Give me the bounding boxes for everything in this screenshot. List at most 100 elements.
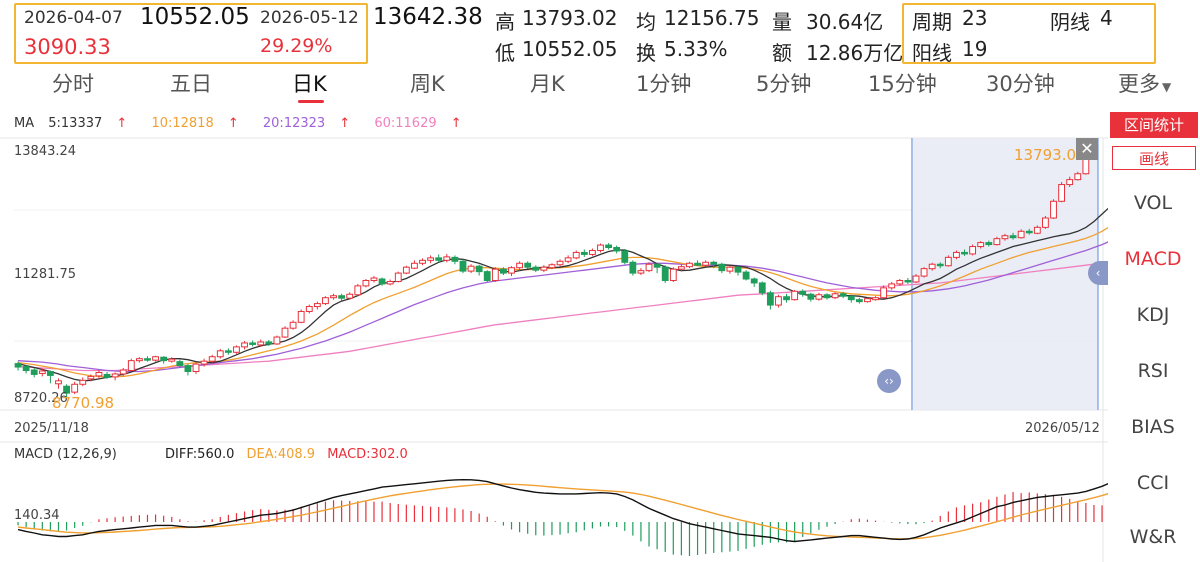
candle-body: [119, 369, 127, 375]
candle-body: [216, 350, 224, 358]
candle-body: [831, 293, 839, 299]
tab-30min[interactable]: 30分钟: [986, 72, 1055, 96]
candle-body: [775, 296, 782, 306]
macd-diff: DIFF:560.0: [165, 447, 235, 462]
candle-body: [1042, 217, 1049, 228]
candle-body: [742, 271, 750, 280]
range-stats-button[interactable]: 区间统计: [1110, 112, 1198, 138]
candle-body: [613, 247, 621, 252]
tab-monthly-k[interactable]: 月K: [530, 72, 565, 96]
tab-more[interactable]: 更多 ▼: [1118, 68, 1171, 98]
candle-body: [847, 295, 855, 301]
range-close-button[interactable]: ✕: [1076, 138, 1098, 160]
candle-body: [30, 369, 38, 375]
candle-body: [710, 261, 718, 265]
up-arrow-icon: ↑: [335, 116, 351, 131]
start-date: 2026-04-07: [24, 8, 123, 28]
candle-body: [1001, 235, 1009, 240]
up-count-value: 19: [962, 37, 988, 61]
chevron-down-icon: ▼: [1162, 80, 1172, 94]
ma10-text: 10:12818: [151, 116, 214, 131]
candle-body: [1017, 230, 1025, 239]
candle-body: [702, 261, 710, 266]
macd-dea: DEA:408.9: [246, 447, 316, 462]
high-value: 13793.02: [522, 6, 618, 30]
candle-body: [564, 257, 572, 262]
candle-body: [912, 275, 920, 283]
candle-body: [637, 270, 645, 274]
candle-body: [734, 266, 742, 273]
candle-body: [127, 360, 135, 371]
period-info-box: [902, 3, 1156, 64]
indicator-cci[interactable]: CCI: [1136, 472, 1170, 494]
kline-chart[interactable]: [0, 0, 1108, 562]
indicator-bias[interactable]: BIAS: [1131, 416, 1175, 438]
candle-body: [313, 303, 321, 308]
max-price-marker: 13793.02: [1014, 146, 1086, 164]
candle-body: [961, 251, 968, 255]
candle-body: [459, 260, 467, 272]
candle-body: [985, 242, 993, 246]
down-count-value: 4: [1100, 6, 1113, 30]
draw-line-button[interactable]: 画线: [1112, 146, 1196, 170]
candle-body: [297, 310, 305, 323]
tab-more-label: 更多: [1118, 72, 1160, 96]
ma5-value: 5:13337 ↑: [48, 116, 137, 131]
candle-body: [807, 293, 815, 300]
candle-body: [208, 356, 216, 362]
candle-body: [750, 278, 758, 284]
candle-body: [969, 246, 977, 255]
candle-body: [419, 259, 426, 264]
candle-body: [953, 251, 960, 258]
x-label-start: 2025/11/18: [14, 421, 89, 436]
tab-daily-k[interactable]: 日K: [292, 72, 327, 96]
candle-body: [839, 293, 847, 297]
ma10-value: 10:12818 ↑: [151, 116, 248, 131]
range-handle-left[interactable]: ‹›: [877, 369, 901, 393]
indicator-macd[interactable]: MACD: [1124, 248, 1182, 270]
candle-body: [435, 257, 443, 261]
candle-body: [95, 371, 103, 377]
candle-body: [823, 294, 831, 299]
tab-15min[interactable]: 15分钟: [868, 72, 937, 96]
candle-body: [726, 266, 734, 272]
range-handle-right[interactable]: ‹: [1088, 261, 1108, 285]
candle-body: [354, 285, 362, 296]
indicator-vol[interactable]: VOL: [1133, 192, 1173, 214]
candle-body: [904, 279, 912, 283]
candle-body: [686, 262, 693, 268]
candle-body: [411, 262, 418, 269]
tab-1min[interactable]: 1分钟: [636, 72, 692, 96]
tab-intraday[interactable]: 分时: [52, 72, 94, 96]
candle-body: [718, 263, 726, 272]
candle-body: [451, 256, 459, 262]
candle-body: [362, 279, 370, 287]
volume-value: 30.64亿: [806, 10, 884, 34]
candle-body: [880, 287, 888, 299]
candle-body: [346, 293, 354, 299]
active-tab-indicator: [298, 100, 324, 103]
candle-body: [556, 260, 564, 266]
up-arrow-icon: ↑: [112, 116, 128, 131]
candle-body: [378, 278, 386, 285]
candle-body: [79, 379, 87, 385]
candle-body: [694, 262, 701, 266]
candle-body: [597, 244, 604, 251]
candle-body: [144, 358, 151, 361]
high-label: 高: [495, 10, 515, 34]
candle-body: [14, 363, 22, 368]
tab-five-day[interactable]: 五日: [170, 72, 212, 96]
indicator-wr[interactable]: W&R: [1129, 526, 1177, 548]
indicator-kdj[interactable]: KDJ: [1136, 304, 1170, 326]
period-label: 周期: [912, 10, 952, 34]
candle-body: [540, 266, 548, 271]
candle-body: [22, 366, 30, 371]
indicator-rsi[interactable]: RSI: [1137, 360, 1169, 382]
start-value: 10552.05: [140, 4, 250, 30]
candle-body: [993, 238, 1001, 246]
candle-body: [815, 294, 823, 300]
candle-body: [168, 358, 176, 362]
candle-body: [1025, 230, 1033, 234]
tab-weekly-k[interactable]: 周K: [410, 72, 445, 96]
tab-5min[interactable]: 5分钟: [756, 72, 812, 96]
